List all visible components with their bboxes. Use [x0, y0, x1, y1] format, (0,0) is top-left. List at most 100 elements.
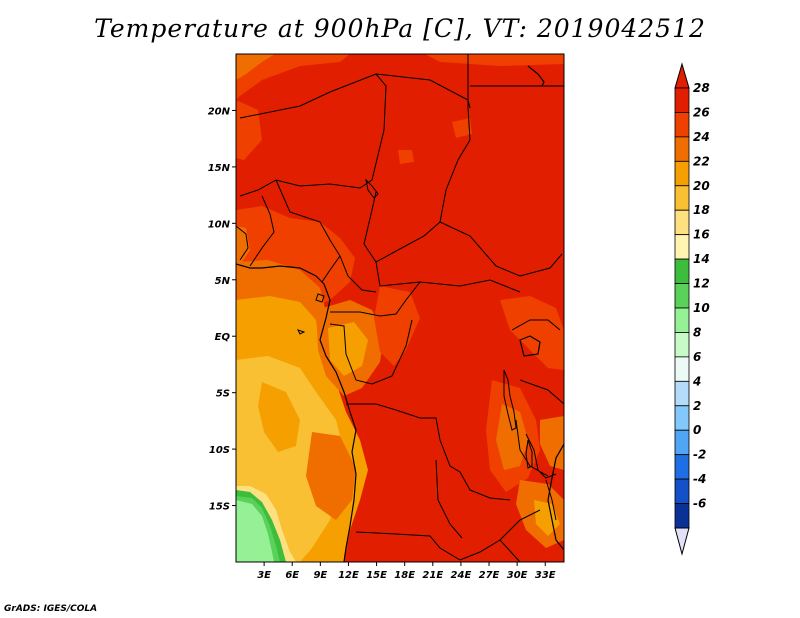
- border-tanzania-kenya: [519, 379, 564, 405]
- coastline-west: [236, 263, 357, 562]
- y-tick-label: 5N: [215, 276, 231, 287]
- temp-region-tanzania-cool: [496, 404, 528, 470]
- border-west-africa: [249, 195, 275, 267]
- colorbar-label: -6: [693, 497, 706, 511]
- y-tick-label: 5S: [216, 389, 230, 400]
- colorbar-label: 10: [693, 301, 710, 315]
- temp-region-ne-rim: [425, 54, 564, 66]
- colorbar-bottom-arrow: [674, 527, 690, 556]
- y-tick-label: 10N: [208, 219, 231, 230]
- x-tick-label: 33E: [535, 570, 556, 581]
- y-tick-label: 10S: [209, 445, 230, 456]
- chart-title: Temperature at 900hPa [C], VT: 201904251…: [94, 14, 706, 43]
- x-tick-label: 18E: [394, 570, 415, 581]
- border-car-drc: [375, 261, 521, 293]
- colorbar-top-arrow: [674, 62, 690, 89]
- border-mozambique-coast-inner: [545, 479, 557, 521]
- y-tick-label: EQ: [215, 332, 231, 343]
- temp-region-east-lakes: [500, 296, 564, 370]
- border-namibia-botswana: [355, 509, 541, 561]
- border-nigeria: [275, 179, 341, 283]
- colorbar-label: 24: [693, 130, 710, 144]
- y-tick-label: 20N: [208, 106, 231, 117]
- colorbar-segment: [674, 234, 690, 260]
- colorbar-segment: [674, 112, 690, 138]
- colorbar-label: 6: [693, 350, 701, 364]
- colorbar-label: 2: [693, 399, 701, 413]
- colorbar-label: 22: [693, 154, 710, 168]
- x-tick-label: 12E: [338, 570, 359, 581]
- colorbar-segment: [674, 136, 690, 162]
- x-tick-label: 27E: [479, 570, 500, 581]
- map-frame: [235, 53, 565, 563]
- lake-chad: [365, 178, 379, 199]
- x-tick-label: 21E: [422, 570, 443, 581]
- lake-tanganyika: [503, 369, 517, 431]
- x-tick-label: 30E: [507, 570, 528, 581]
- temp-region-congo-22: [328, 322, 368, 376]
- x-axis: 3E 6E 9E 12E 15E 18E 21E 24E 27E 30E 33E: [257, 562, 556, 581]
- border-congo-drc: [329, 319, 413, 385]
- temp-region-benguela-10: [236, 500, 274, 562]
- border-uganda-kenya: [511, 319, 561, 331]
- y-tick-label: 15N: [208, 163, 231, 174]
- colorbar-label: -4: [693, 472, 706, 486]
- temp-region-north-corner: [236, 54, 275, 80]
- temp-region-namibia-warm: [306, 432, 356, 520]
- colorbar-segment: [674, 185, 690, 211]
- lake-victoria: [519, 335, 541, 357]
- colorbar-segment: [674, 356, 690, 382]
- colorbar-segment: [674, 160, 690, 187]
- island-bioko: [315, 293, 325, 303]
- temp-region-north-rim: [236, 54, 350, 100]
- border-libya-chad: [375, 73, 471, 109]
- colorbar-segment: [674, 87, 690, 113]
- border-gabon-congo: [330, 281, 421, 317]
- border-cameroon: [339, 255, 377, 293]
- colorbar-label: 4: [692, 374, 701, 388]
- y-tick-label: 15S: [209, 502, 230, 513]
- colorbar-label: 18: [693, 203, 710, 217]
- border-angola-drc: [346, 403, 511, 501]
- border-zambia: [435, 459, 463, 539]
- colorbar-label: 12: [693, 277, 710, 291]
- border-chad-sudan: [363, 54, 471, 263]
- grads-credit: GrADS: IGES/COLA: [4, 604, 98, 614]
- temp-region-congo-26: [374, 286, 420, 366]
- border-sudan-south: [439, 221, 563, 277]
- colorbar-segment: [674, 429, 690, 456]
- colorbar-label: -2: [693, 448, 706, 462]
- colorbar-segment: [674, 478, 690, 504]
- colorbar-label: 28: [693, 81, 710, 95]
- x-tick-label: 3E: [257, 570, 271, 581]
- colorbar-segment: [674, 332, 690, 358]
- x-tick-label: 24E: [451, 570, 472, 581]
- island-sao-tome: [297, 329, 306, 335]
- temp-region-chad-spot: [398, 150, 414, 164]
- colorbar-label: 0: [693, 423, 701, 437]
- colorbar-segment: [674, 503, 690, 529]
- colorbar-label: 14: [693, 252, 710, 266]
- colorbar-label: 20: [693, 179, 710, 193]
- colorbar-segment: [674, 209, 690, 236]
- colorbar-segment: [674, 307, 690, 333]
- temp-region-sudan-spot: [452, 118, 472, 138]
- x-tick-label: 6E: [285, 570, 299, 581]
- country-borders: [236, 54, 564, 562]
- border-zimbabwe: [499, 539, 521, 562]
- x-tick-label: 15E: [366, 570, 387, 581]
- temp-region-atlantic-patch: [258, 382, 300, 452]
- colorbar-segment: [674, 454, 690, 480]
- lake-nasser: [527, 65, 545, 87]
- y-axis: 20N 15N 10N 5N EQ 5S 10S 15S: [208, 106, 236, 513]
- colorbar-label: 26: [693, 105, 710, 119]
- colorbar-label: 8: [693, 325, 701, 339]
- colorbar-segment: [674, 380, 690, 407]
- coastline-guinea: [236, 225, 249, 261]
- x-tick-label: 9E: [313, 570, 327, 581]
- border-mozambique-north: [525, 433, 557, 479]
- temp-region-coast-east: [540, 416, 564, 470]
- colorbar-segment: [674, 283, 690, 309]
